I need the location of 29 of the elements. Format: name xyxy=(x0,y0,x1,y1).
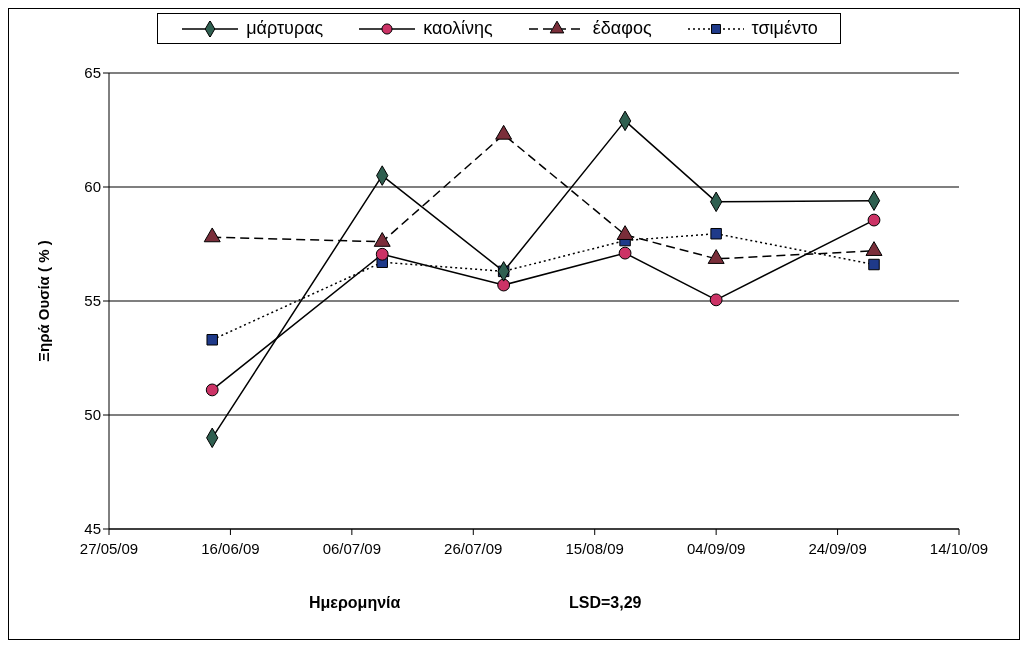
point xyxy=(206,334,218,346)
text: LSD=3,29 xyxy=(569,594,642,612)
x-tick-label: 04/09/09 xyxy=(686,539,746,557)
y-tick-label: 45 xyxy=(84,520,101,538)
point xyxy=(867,213,881,227)
y-tick-label: 55 xyxy=(84,292,101,310)
legend-label: μάρτυρας xyxy=(246,18,324,39)
x-tick-label: 27/05/09 xyxy=(79,539,139,557)
x-tick-label: 26/07/09 xyxy=(444,539,503,557)
legend-label: καολίνης xyxy=(423,18,493,39)
point xyxy=(709,293,723,307)
point xyxy=(868,258,880,271)
legend-label: έδαφος xyxy=(592,18,652,39)
point xyxy=(205,383,219,397)
y-tick-label: 60 xyxy=(84,178,101,196)
legend-label: τσιμέντο xyxy=(751,18,818,39)
point xyxy=(497,278,511,292)
point xyxy=(618,246,632,260)
y-axis-title: Ξηρά Ουσία ( % ) xyxy=(35,240,53,362)
x-tick-label: 24/09/09 xyxy=(808,539,867,557)
point xyxy=(710,228,722,240)
x-tick-label: 16/06/09 xyxy=(201,539,260,557)
x-tick-label: 14/10/09 xyxy=(929,539,989,557)
point xyxy=(375,247,389,261)
x-axis-title: Ημερομηνία xyxy=(309,594,401,612)
x-tick-label: 15/08/09 xyxy=(565,539,624,557)
x-tick-label: 06/07/09 xyxy=(322,539,382,557)
y-tick-label: 65 xyxy=(84,64,101,82)
y-tick-label: 50 xyxy=(84,406,101,424)
